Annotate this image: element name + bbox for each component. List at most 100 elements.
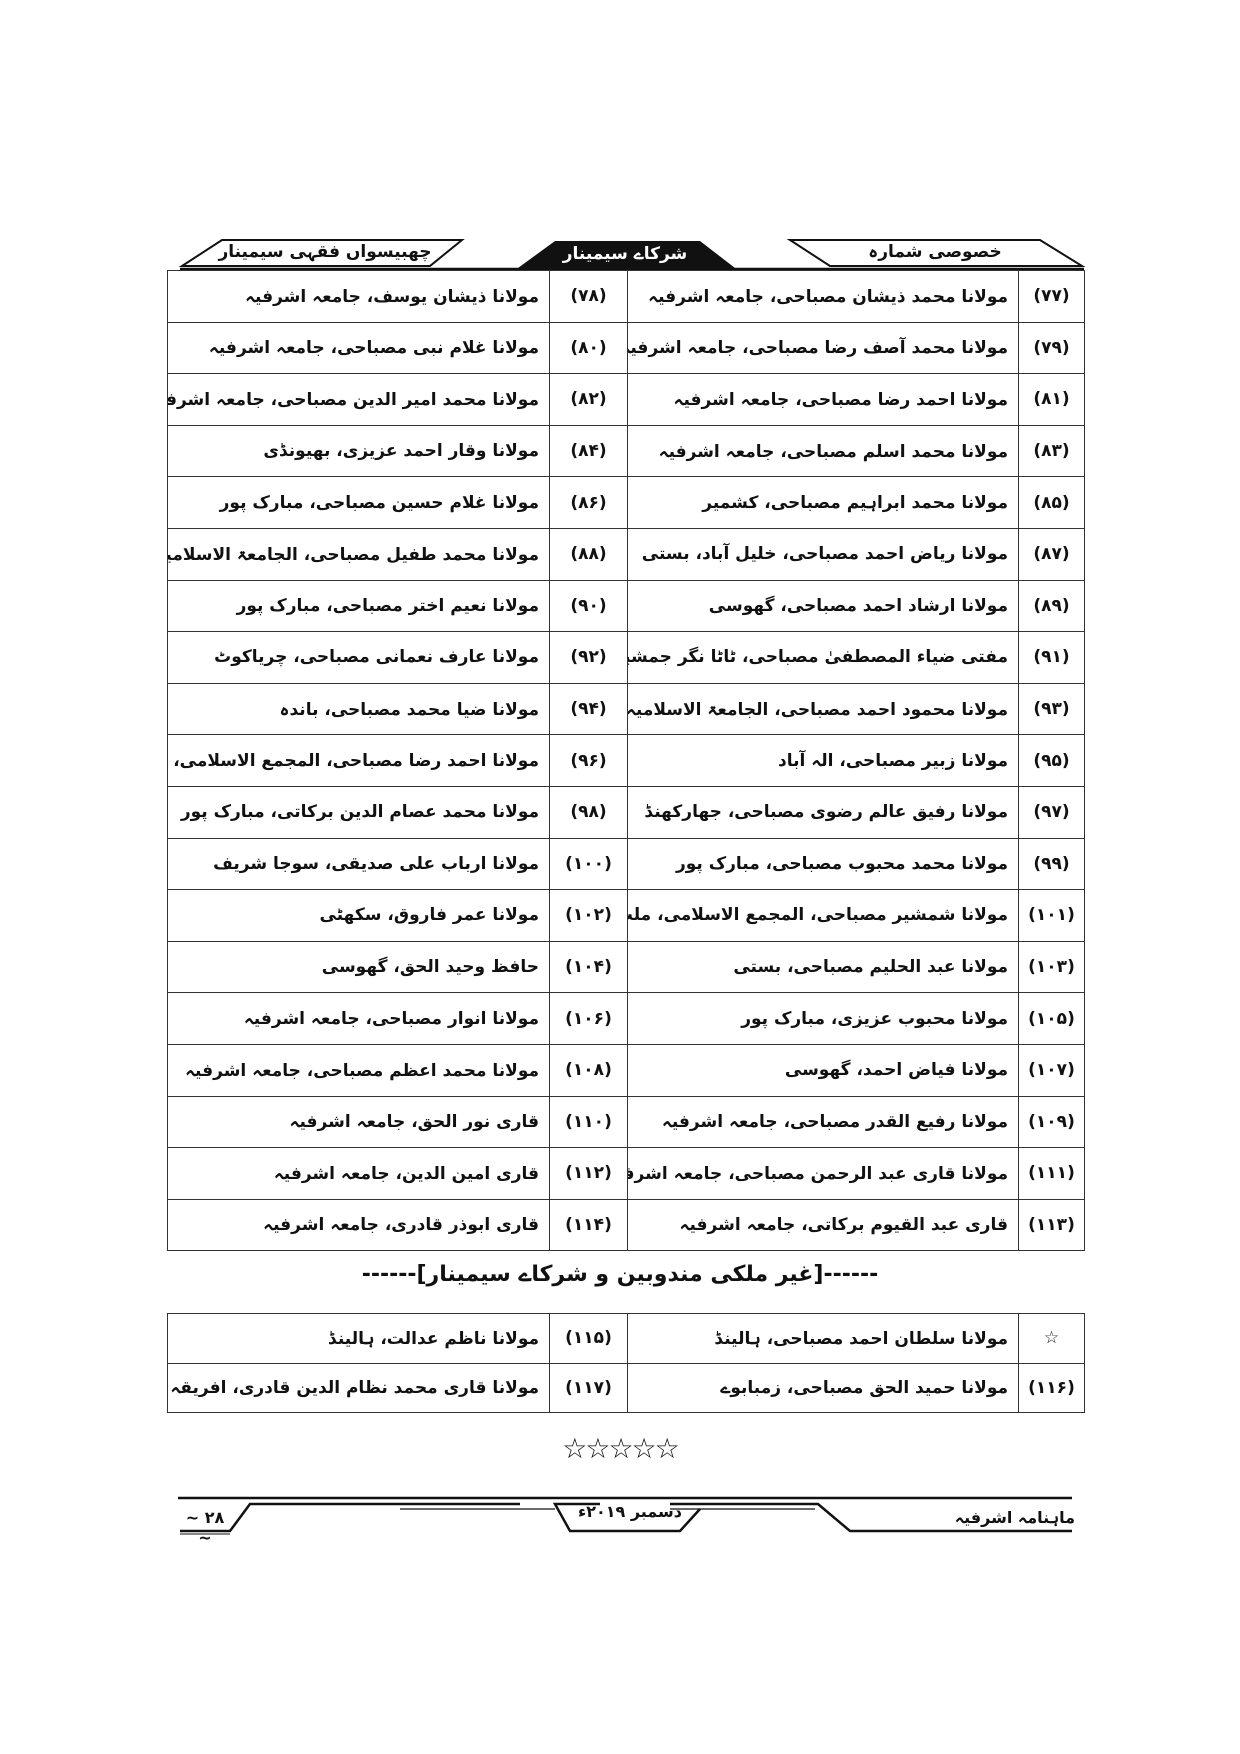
participant-name: مولانا عمر فاروق، سکھٹی: [167, 889, 550, 942]
participant-name: مولانا عبد الحلیم مصباحی، بستی: [627, 940, 1019, 994]
entry-number: (۸۷): [1018, 527, 1085, 581]
entry-number: (۷۹): [1018, 321, 1085, 375]
entry-number: (۱۱۵): [549, 1313, 628, 1364]
entry-number: (۸۸): [549, 527, 628, 581]
participant-name: مولانا ضیا محمد مصباحی، باندہ: [167, 682, 550, 736]
participant-name: مولانا احمد رضا مصباحی، جامعہ اشرفیہ: [627, 373, 1019, 426]
entry-number: (۹۵): [1018, 734, 1085, 787]
entry-number: (۸۴): [549, 424, 628, 478]
participant-name: مولانا نعیم اختر مصباحی، مبارک پور: [167, 579, 550, 633]
table-row: (۸۵) مولانا محمد ابراہیم مصباحی، کشمیر (۸۶…: [167, 476, 1085, 529]
participant-name: مولانا سلطان احمد مصباحی، ہالینڈ: [627, 1313, 1019, 1364]
participant-name: مولانا قاری عبد الرحمن مصباحی، جامعہ اشر…: [627, 1147, 1019, 1200]
header-center-box: [518, 241, 735, 268]
entry-number: (۸۵): [1018, 476, 1085, 529]
participant-name: قاری عبد القیوم برکاتی، جامعہ اشرفیہ: [627, 1198, 1019, 1252]
entry-number: (۱۰۷): [1018, 1043, 1085, 1097]
table-row: (۸۷) مولانا ریاض احمد مصباحی، خلیل آباد، …: [167, 527, 1085, 581]
entry-number: (۸۱): [1018, 373, 1085, 426]
header-seminar-title: چھبیسواں فقہی سیمینار: [218, 242, 432, 262]
entry-number: (۱۰۲): [549, 889, 628, 942]
header-section-title: شرکاے سیمینار: [562, 244, 688, 264]
entry-number: (۱۰۰): [549, 837, 628, 891]
participant-name: مولانا حمید الحق مصباحی، زمبابوے: [627, 1362, 1019, 1413]
foreign-delegates-heading: ------[غیر ملکی مندوبین و شرکاے سیمینار]…: [361, 1262, 879, 1287]
table-row: (۹۵) مولانا زبیر مصباحی، الہ آباد (۹۶) مولا…: [167, 734, 1085, 787]
entry-number: (۱۱۲): [549, 1147, 628, 1200]
participant-name: مولانا ناظم عدالت، ہالینڈ: [167, 1313, 550, 1364]
participant-name: مولانا وقار احمد عزیزی، بھیونڈی: [167, 424, 550, 478]
footer-magazine-name: ماہنامہ اشرفیہ: [954, 1508, 1075, 1527]
participant-name: مولانا محمد طفیل مصباحی، الجامعۃ الاسلام…: [167, 527, 550, 581]
table-row: (۱۱۳) قاری عبد القیوم برکاتی، جامعہ اشرفی…: [167, 1198, 1085, 1252]
entry-number: (۱۰۱): [1018, 889, 1085, 942]
entry-number: (۱۱۴): [549, 1198, 628, 1252]
participant-name: مولانا ارباب علی صدیقی، سوجا شریف: [167, 837, 550, 891]
table-row: (۹۳) مولانا محمود احمد مصباحی، الجامعۃ ال…: [167, 682, 1085, 736]
entry-number: (۹۹): [1018, 837, 1085, 891]
entry-number: (۱۰۵): [1018, 992, 1085, 1045]
entry-number: (۱۰۶): [549, 992, 628, 1045]
participant-name: مولانا ذیشان یوسف، جامعہ اشرفیہ: [167, 270, 550, 323]
header-band: [178, 239, 1086, 271]
participants-table: (۷۷) مولانا محمد ذیشان مصباحی، جامعہ اشرف…: [167, 270, 1085, 1252]
table-row: (۱۰۱) مولانا شمشیر مصباحی، المجمع الاسلام…: [167, 889, 1085, 942]
footer-issue-date: دسمبر ۲۰۱۹ء: [578, 1502, 682, 1521]
participant-name: مولانا محمد امیر الدین مصباحی، جامعہ اشر…: [167, 373, 550, 426]
entry-number: (۱۱۱): [1018, 1147, 1085, 1200]
participant-name: مولانا محمد عصام الدین برکاتی، مبارک پور: [167, 785, 550, 839]
header-right-box: [786, 239, 1086, 267]
entry-number: ☆: [1018, 1313, 1085, 1364]
entry-number: (۱۱۰): [549, 1095, 628, 1149]
participant-name: مولانا عارف نعمانی مصباحی، چریاکوٹ: [167, 631, 550, 684]
entry-number: (۹۲): [549, 631, 628, 684]
table-row: (۸۳) مولانا محمد اسلم مصباحی، جامعہ اشرفی…: [167, 424, 1085, 478]
entry-number: (۹۱): [1018, 631, 1085, 684]
table-row: (۸۱) مولانا احمد رضا مصباحی، جامعہ اشرفیہ…: [167, 373, 1085, 426]
entry-number: (۹۶): [549, 734, 628, 787]
entry-number: (۸۲): [549, 373, 628, 426]
table-row: (۱۰۵) مولانا محبوب عزیزی، مبارک پور (۱۰۶) م…: [167, 992, 1085, 1045]
participant-name: مولانا محمد ابراہیم مصباحی، کشمیر: [627, 476, 1019, 529]
participant-name: مولانا رفیق عالم رضوی مصباحی، جھارکھنڈ: [627, 785, 1019, 839]
entry-number: (۱۱۶): [1018, 1362, 1085, 1413]
participant-name: حافظ وحید الحق، گھوسی: [167, 940, 550, 994]
participant-name: مولانا شمشیر مصباحی، المجمع الاسلامی، مل…: [627, 889, 1019, 942]
foreign-delegates-table: ☆ مولانا سلطان احمد مصباحی، ہالینڈ (۱۱۵) مو…: [167, 1313, 1085, 1413]
table-row: (۱۰۹) مولانا رفیع القدر مصباحی، جامعہ اشر…: [167, 1095, 1085, 1149]
participant-name: قاری ابوذر قادری، جامعہ اشرفیہ: [167, 1198, 550, 1252]
header-left-box: [178, 239, 465, 267]
table-row: (۷۹) مولانا محمد آصف رضا مصباحی، جامعہ اش…: [167, 321, 1085, 375]
participant-name: قاری نور الحق، جامعہ اشرفیہ: [167, 1095, 550, 1149]
participant-name: مفتی ضیاء المصطفیٰ مصباحی، ٹاٹا نگر جمشی…: [627, 631, 1019, 684]
participant-name: مولانا قاری محمد نظام الدین قادری، افریق…: [167, 1362, 550, 1413]
entry-number: (۸۹): [1018, 579, 1085, 633]
participant-name: مولانا محمد ذیشان مصباحی، جامعہ اشرفیہ: [627, 270, 1019, 323]
table-row: (۷۷) مولانا محمد ذیشان مصباحی، جامعہ اشرف…: [167, 270, 1085, 323]
entry-number: (۹۳): [1018, 682, 1085, 736]
participant-name: مولانا ریاض احمد مصباحی، خلیل آباد، بستی: [627, 527, 1019, 581]
entry-number: (۷۸): [549, 270, 628, 323]
entry-number: (۱۰۴): [549, 940, 628, 994]
participant-name: مولانا زبیر مصباحی، الہ آباد: [627, 734, 1019, 787]
participant-name: مولانا غلام حسین مصباحی، مبارک پور: [167, 476, 550, 529]
entry-number: (۷۷): [1018, 270, 1085, 323]
entry-number: (۸۶): [549, 476, 628, 529]
participant-name: مولانا احمد رضا مصباحی، المجمع الاسلامی،…: [167, 734, 550, 787]
footer-page-number: ~ ۲۸ ~: [185, 1508, 225, 1547]
header-special-issue: خصوصی شمارہ: [868, 242, 1002, 262]
entry-number: (۸۰): [549, 321, 628, 375]
end-ornament-stars: ☆☆☆☆☆: [562, 1432, 680, 1465]
entry-number: (۹۷): [1018, 785, 1085, 839]
entry-number: (۸۳): [1018, 424, 1085, 478]
participant-name: مولانا انوار مصباحی، جامعہ اشرفیہ: [167, 992, 550, 1045]
entry-number: (۱۰۹): [1018, 1095, 1085, 1149]
participant-name: مولانا رفیع القدر مصباحی، جامعہ اشرفیہ: [627, 1095, 1019, 1149]
table-row: (۹۹) مولانا محمد محبوب مصباحی، مبارک پور(…: [167, 837, 1085, 891]
participant-name: مولانا محمد اعظم مصباحی، جامعہ اشرفیہ: [167, 1043, 550, 1097]
table-row: (۹۱) مفتی ضیاء المصطفیٰ مصباحی، ٹاٹا نگر …: [167, 631, 1085, 684]
table-row: (۱۰۷) مولانا فیاض احمد، گھوسی (۱۰۸) مولانا …: [167, 1043, 1085, 1097]
entry-number: (۹۸): [549, 785, 628, 839]
table-row: ☆ مولانا سلطان احمد مصباحی، ہالینڈ (۱۱۵) مو…: [167, 1313, 1085, 1364]
participant-name: مولانا محمد اسلم مصباحی، جامعہ اشرفیہ: [627, 424, 1019, 478]
